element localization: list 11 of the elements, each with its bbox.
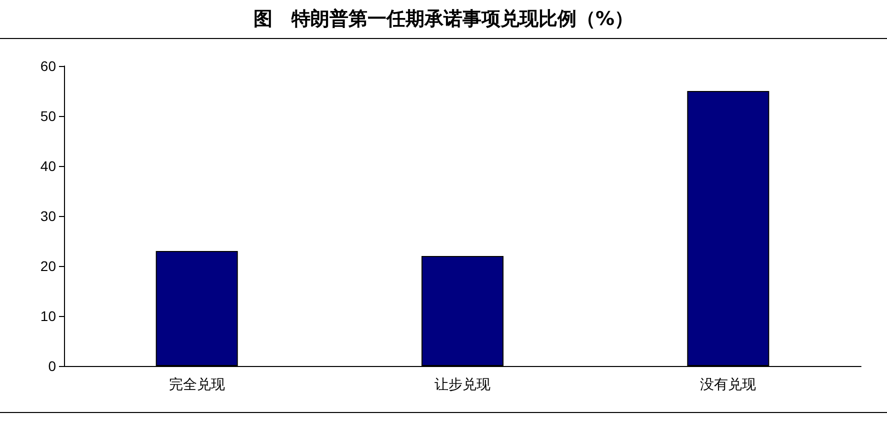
chart-title: 图 特朗普第一任期承诺事项兑现比例（%） bbox=[0, 0, 887, 39]
y-tick-label: 0 bbox=[48, 358, 56, 374]
y-tick-label: 20 bbox=[40, 258, 56, 274]
y-tick-label: 40 bbox=[40, 158, 56, 174]
y-tick-label: 60 bbox=[40, 58, 56, 74]
x-tick-label: 完全兑现 bbox=[168, 377, 225, 393]
y-tick-label: 30 bbox=[40, 208, 56, 224]
y-tick-label: 50 bbox=[40, 108, 56, 124]
x-tick-label: 让步兑现 bbox=[434, 377, 490, 393]
y-tick-label: 10 bbox=[40, 308, 56, 324]
x-tick-label: 没有兑现 bbox=[700, 377, 756, 393]
